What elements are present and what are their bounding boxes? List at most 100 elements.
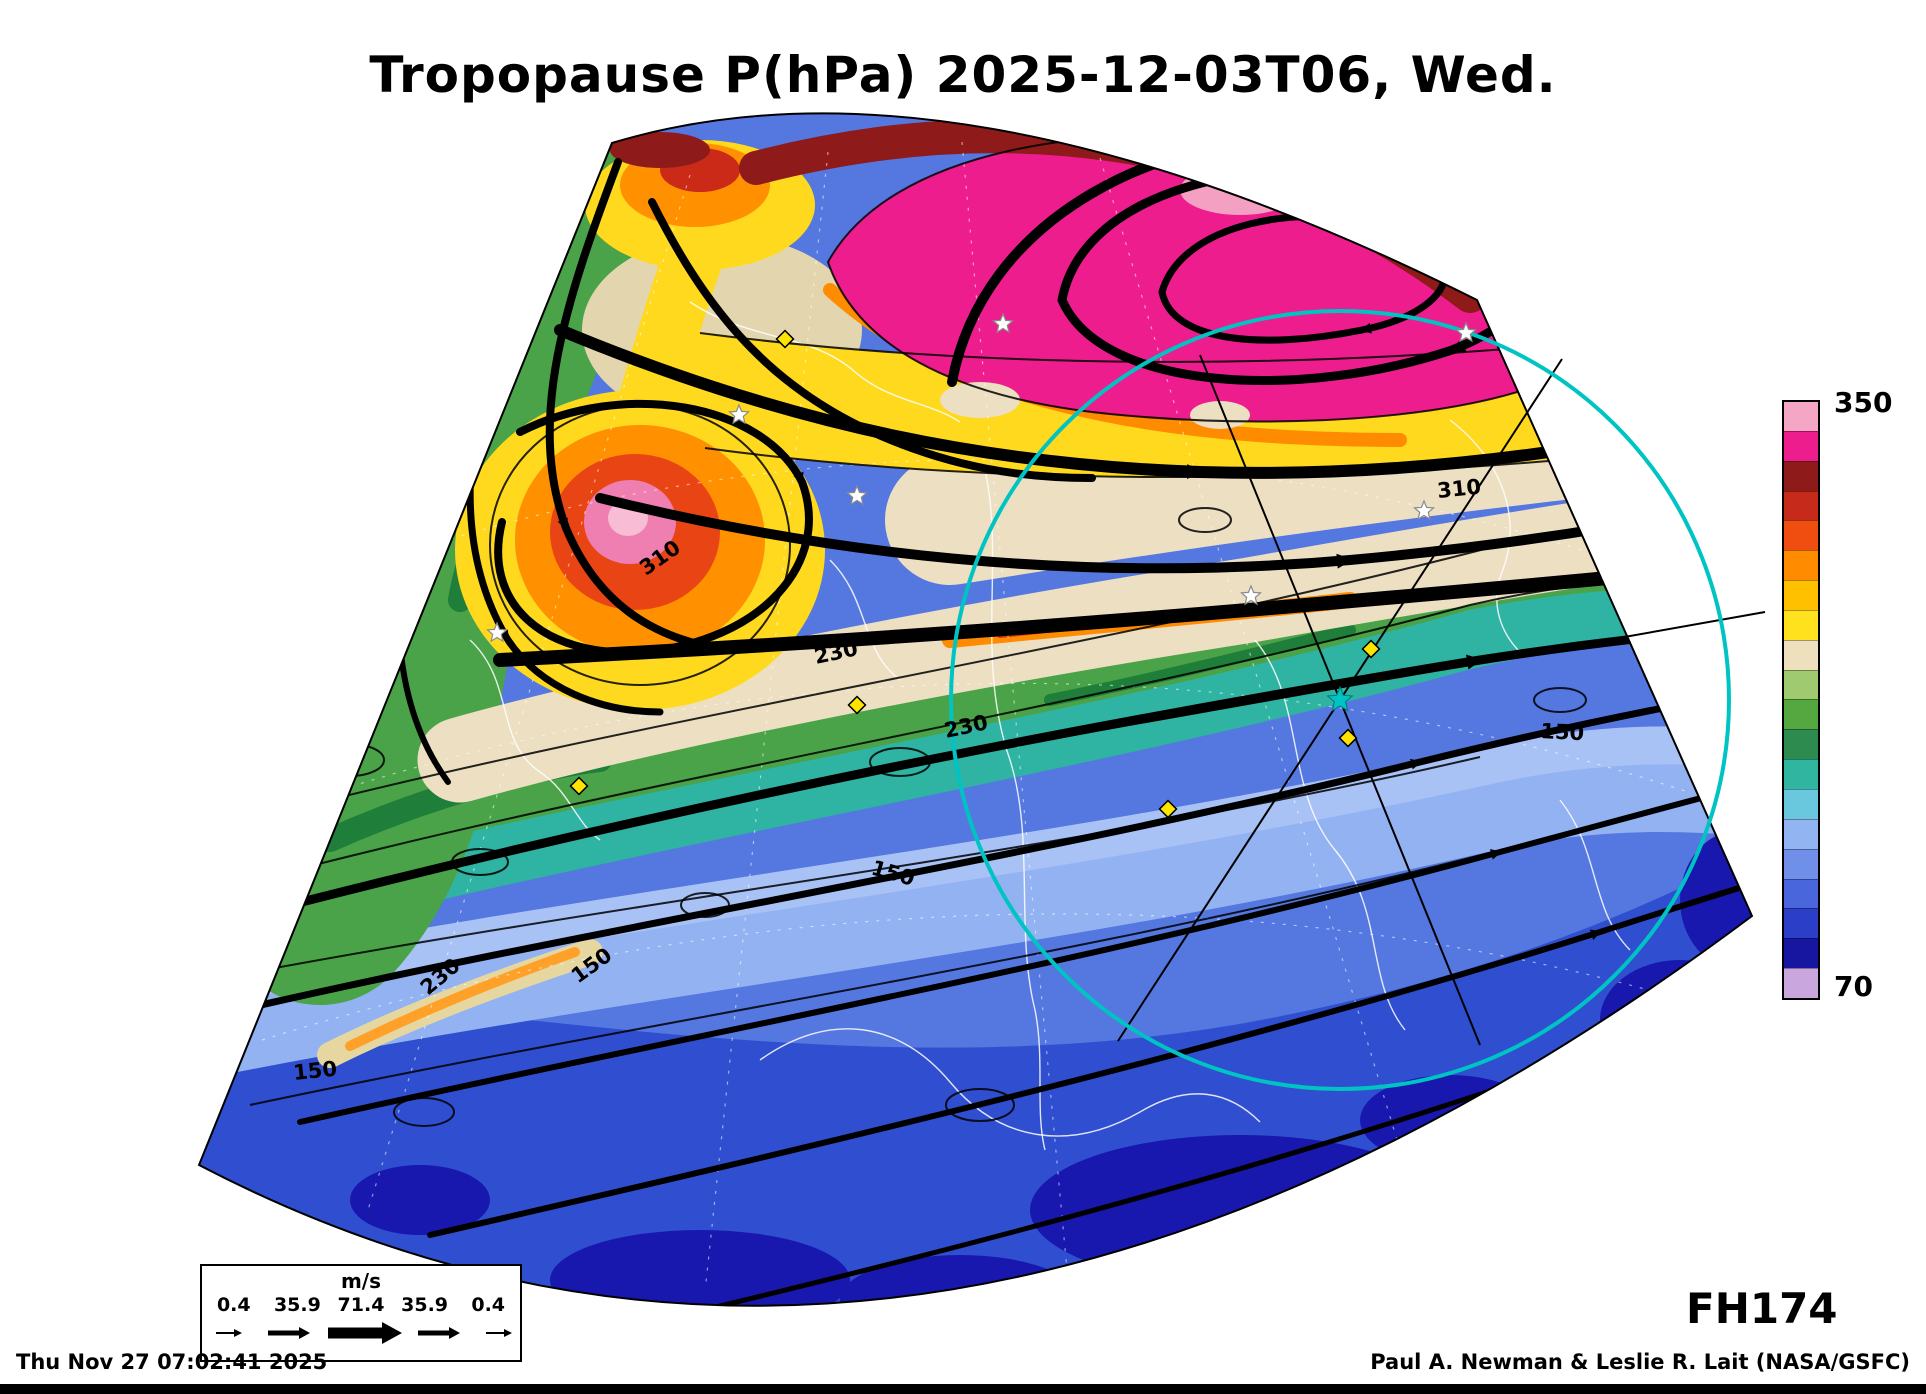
contour-line (1178, 507, 1232, 533)
coastline (1559, 799, 1631, 951)
contour-label: 150 (292, 1057, 338, 1085)
colorbar-segment (1784, 968, 1818, 998)
colorbar-segment (1784, 669, 1818, 700)
pressure-blob (1360, 1075, 1540, 1165)
site-diamond-marker (1158, 799, 1178, 819)
graticule-line (429, 458, 1613, 561)
contour-line (680, 892, 730, 918)
graticule-line (367, 174, 691, 1211)
site-diamond-marker (775, 329, 795, 349)
pressure-blob (1672, 270, 1752, 322)
track-line (999, 611, 1766, 749)
colorbar-segment (1784, 818, 1818, 849)
colorbar-segment (1784, 759, 1818, 789)
city-star-marker (1455, 321, 1477, 343)
colorbar-segment (1784, 460, 1818, 491)
pressure-blob (1600, 960, 1752, 1080)
site-diamond-marker (1338, 728, 1358, 748)
wind-arrowhead (504, 1329, 512, 1337)
streamline (297, 772, 1752, 1125)
pressure-band (345, 947, 580, 1051)
range-circle-center-marker (1326, 685, 1354, 712)
pressure-blob (1680, 830, 1752, 970)
wind-value: 0.4 (471, 1294, 506, 1316)
colorbar-segment (1784, 699, 1818, 730)
colorbar-min-label: 70 (1834, 970, 1873, 1003)
streamline (648, 198, 1096, 482)
city-star-marker (1240, 584, 1262, 606)
contour-label: 150 (1540, 719, 1585, 745)
pressure-blob (550, 1230, 850, 1306)
site-diamond-marker (847, 695, 867, 715)
colorbar-segment (1784, 550, 1818, 581)
colorbar-segment (1784, 878, 1818, 909)
wind-units-label: m/s (340, 1269, 382, 1293)
wind-values-row: 0.4 35.9 71.4 35.9 0.4 (202, 1294, 520, 1316)
contour-line (199, 756, 1481, 986)
colorbar-segment (1784, 639, 1818, 670)
site-diamond-marker (569, 776, 589, 796)
wind-arrowhead (299, 1327, 310, 1339)
colorbar-segment (1784, 908, 1818, 939)
city-star-marker (992, 312, 1014, 334)
contour-line (393, 1097, 455, 1127)
coastline (759, 1028, 1261, 1137)
pressure-blob (350, 1165, 490, 1235)
map-boundary (197, 112, 1754, 1307)
bottom-bar (0, 1384, 1926, 1394)
pressure-blob (940, 382, 1020, 418)
credit-line: Paul A. Newman & Leslie R. Lait (NASA/GS… (1370, 1350, 1910, 1374)
pressure-blob (1180, 165, 1300, 215)
contour-line (945, 1088, 1015, 1122)
wind-arrowhead (382, 1322, 402, 1344)
pressure-blob (1625, 292, 1735, 368)
colorbar-segment (1784, 430, 1818, 461)
colorbar-segment (1784, 848, 1818, 879)
wind-value: 35.9 (401, 1294, 449, 1316)
colorbar-segment (1784, 580, 1818, 610)
colorbar-segment (1784, 520, 1818, 551)
pressure-blob (610, 132, 710, 168)
streamline (427, 865, 1752, 1238)
pressure-blob (1620, 350, 1680, 390)
contour-line (249, 844, 1521, 1106)
run-timestamp: Thu Nov 27 07:02:41 2025 (16, 1350, 328, 1374)
colorbar-max-label: 350 (1834, 386, 1893, 419)
colorbar-segment (1784, 490, 1818, 521)
coastline (469, 639, 601, 841)
colorbar-segment (1784, 938, 1818, 969)
coastline (829, 559, 901, 681)
site-diamond-marker (1361, 639, 1381, 659)
colorbar-segment (1784, 609, 1818, 640)
city-star-marker (1413, 499, 1435, 521)
city-star-marker (728, 403, 750, 425)
city-star-marker (486, 621, 508, 643)
wind-arrowhead (234, 1329, 242, 1337)
range-circle (949, 309, 1731, 1091)
wind-value: 35.9 (273, 1294, 321, 1316)
coastline (1254, 639, 1406, 1031)
wind-value: 71.4 (337, 1294, 385, 1316)
page-title: Tropopause P(hPa) 2025-12-03T06, Wed. (369, 46, 1557, 104)
wind-arrowhead (449, 1327, 460, 1339)
colorbar-segment (1784, 788, 1818, 819)
contour-label: 310 (1436, 475, 1482, 503)
wind-value: 0.4 (216, 1294, 251, 1316)
contour-line (1533, 687, 1587, 713)
coastline (689, 301, 961, 423)
graticule-line (705, 151, 829, 1283)
pressure-band (1545, 235, 1640, 407)
pressure-band (1044, 624, 1356, 706)
coastline (984, 469, 1046, 1151)
colorbar-segment (1784, 729, 1818, 760)
wind-arrow-scale (216, 1322, 512, 1344)
city-star-marker (846, 484, 868, 506)
colorbar (1782, 400, 1820, 1000)
forecast-hour-label: FH174 (1686, 1284, 1838, 1333)
graticule-line (961, 141, 1071, 1303)
colorbar-segment (1784, 402, 1818, 431)
streamline (494, 399, 813, 657)
